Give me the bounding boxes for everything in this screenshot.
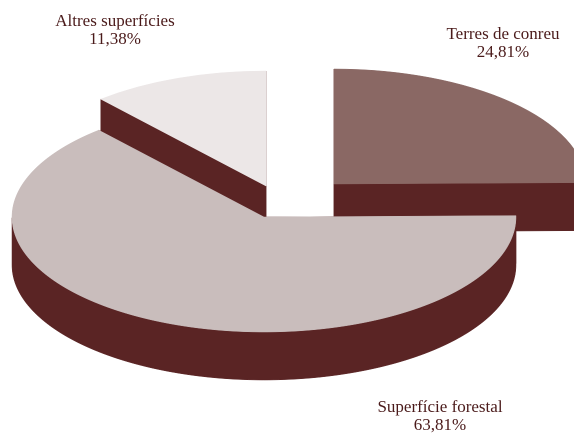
slice-label-altres-superficies: Altres superfícies 11,38% [30, 12, 200, 48]
slice-label-superficie-forestal-name: Superfície forestal [377, 397, 503, 416]
pie-slice-superficie-forestal [11, 129, 517, 381]
pie-slice-terres-de-conreu [333, 68, 574, 233]
slice-label-superficie-forestal-value: 63,81% [413, 415, 467, 434]
pie-slice-terres-de-conreu-top [333, 68, 574, 185]
slice-label-terres-de-conreu: Terres de conreu 24,81% [418, 25, 574, 61]
slice-label-superficie-forestal: Superfície forestal 63,81% [340, 398, 540, 434]
slice-label-altres-superficies-value: 11,38% [89, 29, 141, 48]
slice-label-altres-superficies-name: Altres superfícies [55, 11, 175, 30]
slice-label-terres-de-conreu-value: 24,81% [476, 42, 530, 61]
pie-slice-altres-superficies-top [100, 70, 267, 187]
slice-label-terres-de-conreu-name: Terres de conreu [446, 24, 560, 43]
pie-slice-superficie-forestal-top [11, 129, 517, 333]
pie-slices [11, 68, 574, 381]
